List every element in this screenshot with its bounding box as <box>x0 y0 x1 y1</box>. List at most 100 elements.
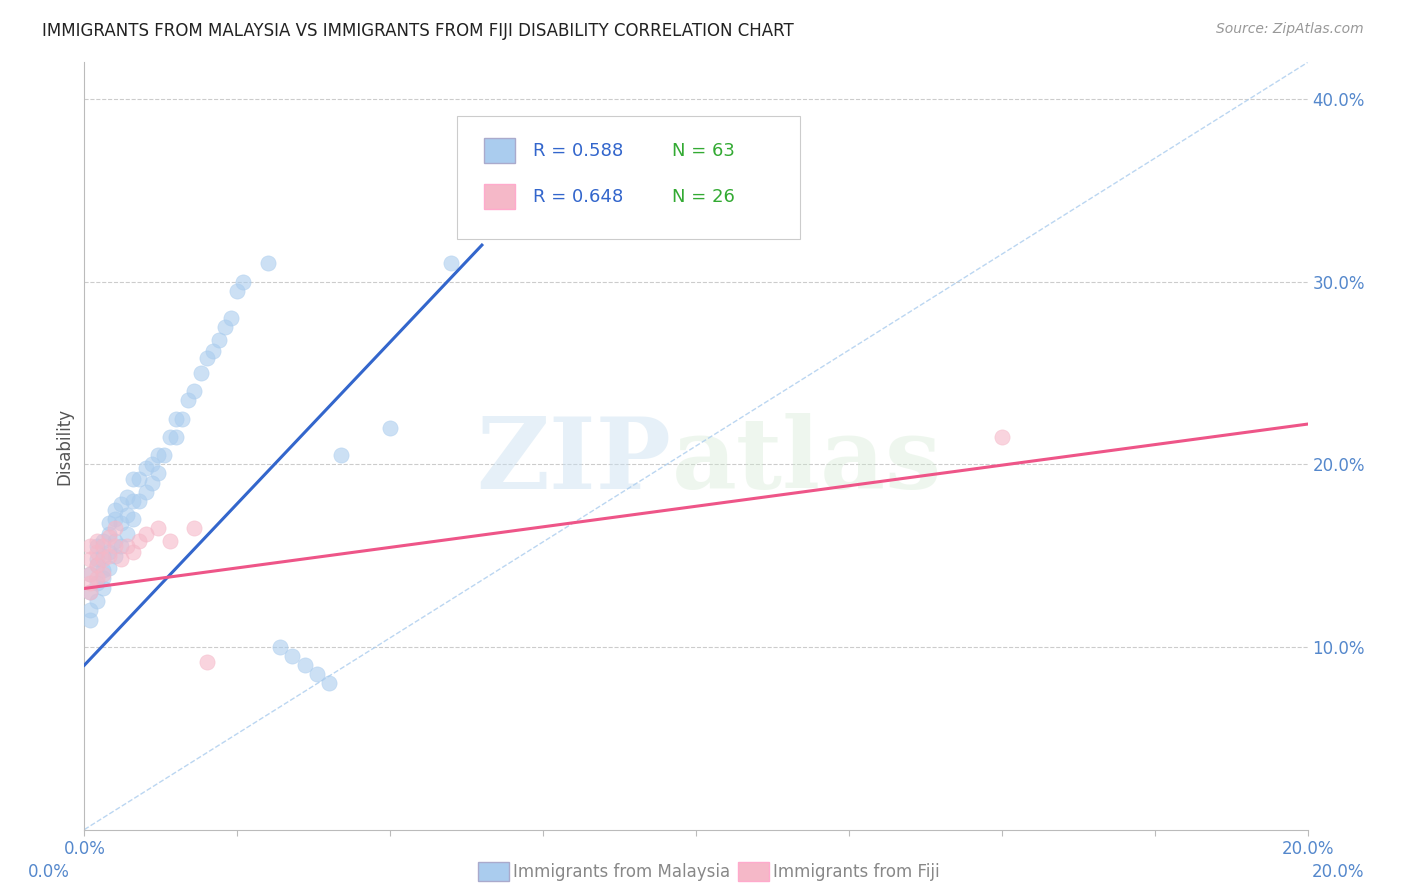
Point <box>146 448 169 462</box>
Point <box>115 540 138 554</box>
Text: R = 0.588: R = 0.588 <box>533 142 623 160</box>
Point <box>79 540 101 554</box>
Point <box>97 545 120 559</box>
Point <box>115 526 138 541</box>
Point <box>257 256 280 270</box>
Point <box>79 613 101 627</box>
Point <box>104 512 127 526</box>
Point <box>269 640 291 654</box>
Point <box>135 461 157 475</box>
Point <box>146 467 169 481</box>
Point <box>86 594 108 608</box>
Point <box>226 284 249 298</box>
Point <box>135 484 157 499</box>
Point <box>172 411 194 425</box>
Point <box>183 521 205 535</box>
Text: R = 0.648: R = 0.648 <box>533 187 623 206</box>
Point <box>110 552 132 566</box>
Point <box>86 558 108 572</box>
Point <box>122 472 145 486</box>
Point <box>305 667 328 681</box>
Point <box>128 533 150 548</box>
Point <box>91 582 114 596</box>
Point <box>190 366 212 380</box>
Point <box>79 585 101 599</box>
Point <box>79 566 101 581</box>
Point <box>177 393 200 408</box>
Text: ZIP: ZIP <box>477 413 672 510</box>
Point <box>110 516 132 530</box>
Point <box>86 545 108 559</box>
Point <box>86 570 108 584</box>
Point <box>86 540 108 554</box>
Point <box>97 526 120 541</box>
Point <box>115 508 138 523</box>
Point <box>115 490 138 504</box>
Text: 0.0%: 0.0% <box>28 863 70 881</box>
Point <box>146 521 169 535</box>
Point <box>86 533 108 548</box>
Text: N = 63: N = 63 <box>672 142 734 160</box>
Point <box>86 576 108 591</box>
Point <box>281 648 304 663</box>
Point <box>159 533 181 548</box>
Point <box>122 545 145 559</box>
Point <box>91 566 114 581</box>
Text: Immigrants from Fiji: Immigrants from Fiji <box>773 863 941 881</box>
Point <box>104 521 127 535</box>
Point <box>195 655 218 669</box>
Point <box>91 533 114 548</box>
Point <box>208 333 231 347</box>
Point <box>165 411 187 425</box>
Text: Source: ZipAtlas.com: Source: ZipAtlas.com <box>1216 22 1364 37</box>
Point <box>195 351 218 366</box>
Point <box>104 549 127 563</box>
Point <box>110 498 132 512</box>
Point <box>97 530 120 544</box>
Point <box>219 311 242 326</box>
Text: 20.0%: 20.0% <box>1312 863 1364 881</box>
Point <box>122 493 145 508</box>
Point <box>128 472 150 486</box>
Point <box>232 275 254 289</box>
Y-axis label: Disability: Disability <box>55 408 73 484</box>
Point <box>91 563 114 577</box>
FancyBboxPatch shape <box>484 138 515 163</box>
Point <box>183 384 205 399</box>
Point <box>91 552 114 566</box>
Point <box>991 430 1014 444</box>
Point <box>104 533 127 548</box>
Point <box>122 512 145 526</box>
Point <box>86 552 108 566</box>
FancyBboxPatch shape <box>457 116 800 239</box>
Point <box>79 585 101 599</box>
Text: N = 26: N = 26 <box>672 187 734 206</box>
Point <box>97 561 120 575</box>
Point <box>330 448 353 462</box>
Point <box>165 430 187 444</box>
Point <box>141 475 163 490</box>
Text: atlas: atlas <box>672 413 942 510</box>
Point <box>79 603 101 617</box>
Point <box>79 576 101 591</box>
Point <box>153 448 176 462</box>
Point <box>440 256 463 270</box>
Point <box>135 526 157 541</box>
FancyBboxPatch shape <box>484 185 515 209</box>
Point <box>79 552 101 566</box>
Point <box>201 344 224 359</box>
Point <box>91 549 114 563</box>
Point <box>128 493 150 508</box>
Point <box>97 549 120 563</box>
Point <box>110 540 132 554</box>
Point <box>86 558 108 572</box>
Point <box>91 540 114 554</box>
Point <box>294 658 316 673</box>
Text: Immigrants from Malaysia: Immigrants from Malaysia <box>513 863 730 881</box>
Point <box>141 457 163 471</box>
Point <box>380 421 402 435</box>
Point <box>97 516 120 530</box>
Point <box>104 540 127 554</box>
Point <box>159 430 181 444</box>
Point <box>79 566 101 581</box>
